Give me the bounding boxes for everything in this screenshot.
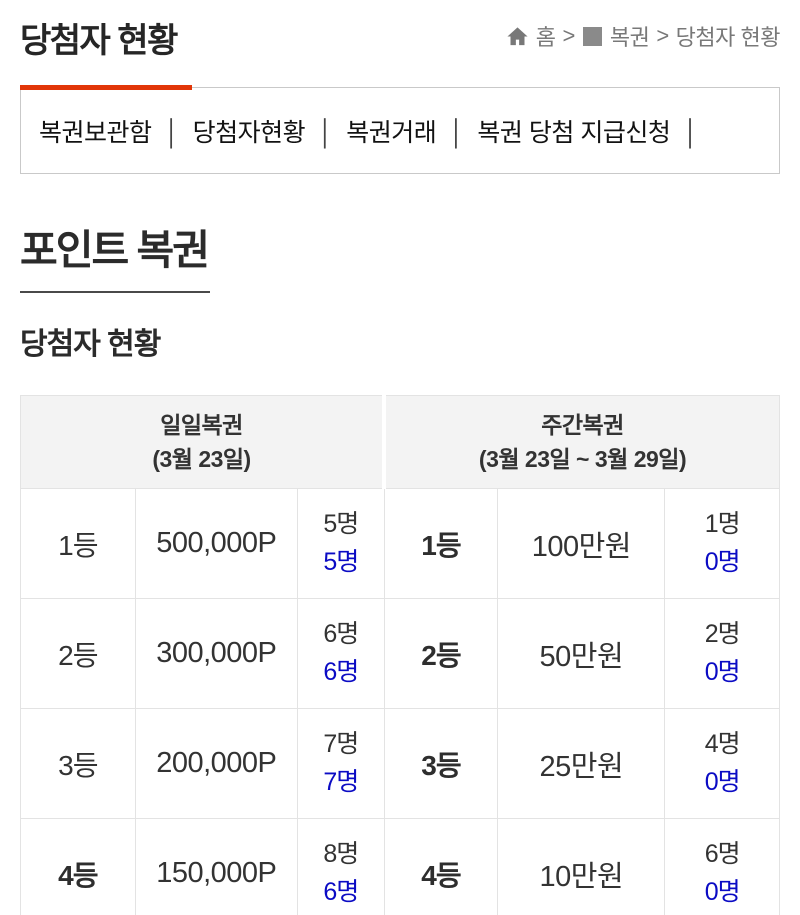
daily-count: 8명 [323, 840, 359, 868]
daily-lottery-period: (3월 23일) [152, 446, 251, 472]
weekly-rank: 2등 [383, 598, 499, 709]
daily-winners: 6명 [323, 877, 359, 906]
weekly-count: 1명 [704, 510, 741, 538]
title-accent-bar [20, 85, 192, 90]
menu-item-prize-claim[interactable]: 복권 당첨 지급신청 [477, 119, 671, 147]
menu-item-lottery-trade[interactable]: 복권거래 [346, 119, 437, 147]
table-row: 3등 200,000P 7명 7명 3등 25만원 4명 0명 [20, 708, 780, 819]
weekly-lottery-title: 주간복권 [541, 411, 624, 438]
menu-separator: │ [318, 119, 334, 147]
daily-count-cell: 7명 7명 [297, 708, 385, 819]
weekly-rank: 3등 [383, 708, 499, 819]
breadcrumb: 홈 > 복권 > 당첨자 현황 [506, 20, 781, 52]
breadcrumb-lottery[interactable]: 복권 [609, 25, 650, 50]
daily-winners: 7명 [323, 767, 359, 796]
content-heading-wrap: 포인트 복권 [20, 216, 780, 293]
daily-winners: 6명 [323, 657, 359, 686]
daily-rank: 4등 [20, 818, 136, 915]
weekly-count-cell: 1명 0명 [664, 488, 780, 599]
menu-item-lottery-storage[interactable]: 복권보관함 [39, 119, 152, 147]
page-header: 당첨자 현황 홈 > 복권 > 당첨자 현황 [0, 0, 800, 62]
daily-prize: 300,000P [134, 598, 299, 709]
weekly-rank: 1등 [383, 488, 499, 599]
winners-table: 일일복권 (3월 23일) 주간복권 (3월 23일 ~ 3월 29일) 1등 … [20, 395, 781, 915]
page-title: 당첨자 현황 [20, 22, 178, 60]
daily-prize: 500,000P [134, 488, 299, 599]
weekly-prize: 10만원 [497, 818, 666, 915]
weekly-lottery-header: 주간복권 (3월 23일 ~ 3월 29일) [382, 395, 781, 489]
weekly-prize: 25만원 [497, 708, 666, 819]
breadcrumb-separator: > [656, 23, 669, 48]
weekly-lottery-period: (3월 23일 ~ 3월 29일) [478, 446, 687, 472]
menu-separator: │ [164, 119, 181, 147]
content-heading: 포인트 복권 [20, 216, 210, 293]
daily-prize: 150,000P [134, 818, 299, 915]
menu-item-winner-status[interactable]: 당첨자현황 [192, 119, 306, 147]
table-header-row: 일일복권 (3월 23일) 주간복권 (3월 23일 ~ 3월 29일) [20, 395, 781, 489]
weekly-winners: 0명 [704, 657, 741, 686]
menu-separator: │ [683, 119, 699, 147]
daily-count: 5명 [323, 510, 359, 538]
content-subheading: 당첨자 현황 [20, 328, 161, 361]
daily-rank: 3등 [20, 708, 136, 819]
breadcrumb-home[interactable]: 홈 [535, 25, 556, 50]
lottery-menu: 복권보관함 │ 당첨자현황 │ 복권거래 │ 복권 당첨 지급신청 │ [39, 113, 761, 149]
daily-lottery-title: 일일복권 [160, 411, 243, 438]
weekly-winners: 0명 [704, 547, 741, 576]
home-icon[interactable] [506, 25, 529, 48]
daily-prize: 200,000P [134, 708, 299, 819]
square-icon [582, 26, 602, 46]
lottery-menu-box: 복권보관함 │ 당첨자현황 │ 복권거래 │ 복권 당첨 지급신청 │ [20, 85, 780, 174]
weekly-count-cell: 6명 0명 [664, 818, 780, 915]
daily-count: 7명 [323, 730, 359, 758]
daily-count-cell: 5명 5명 [297, 488, 385, 599]
breadcrumb-current: 당첨자 현황 [675, 25, 781, 50]
daily-winners: 5명 [323, 547, 359, 576]
weekly-winners: 0명 [704, 877, 741, 906]
daily-rank: 1등 [20, 488, 136, 599]
table-row: 2등 300,000P 6명 6명 2등 50만원 2명 0명 [20, 598, 780, 709]
menu-separator: │ [449, 119, 465, 147]
weekly-prize: 50만원 [497, 598, 666, 709]
weekly-winners: 0명 [704, 767, 741, 796]
daily-count-cell: 8명 6명 [297, 818, 385, 915]
daily-count: 6명 [323, 620, 359, 648]
table-row: 1등 500,000P 5명 5명 1등 100만원 1명 0명 [20, 488, 780, 599]
breadcrumb-separator: > [562, 23, 575, 48]
daily-count-cell: 6명 6명 [297, 598, 385, 709]
daily-rank: 2등 [20, 598, 136, 709]
weekly-count: 2명 [704, 620, 741, 648]
weekly-count: 4명 [704, 730, 741, 758]
weekly-rank: 4등 [383, 818, 499, 915]
weekly-count-cell: 2명 0명 [664, 598, 780, 709]
weekly-count: 6명 [704, 840, 741, 868]
daily-lottery-header: 일일복권 (3월 23일) [20, 395, 385, 489]
weekly-count-cell: 4명 0명 [664, 708, 780, 819]
weekly-prize: 100만원 [497, 488, 666, 599]
table-row: 4등 150,000P 8명 6명 4등 10만원 6명 0명 [20, 818, 780, 915]
